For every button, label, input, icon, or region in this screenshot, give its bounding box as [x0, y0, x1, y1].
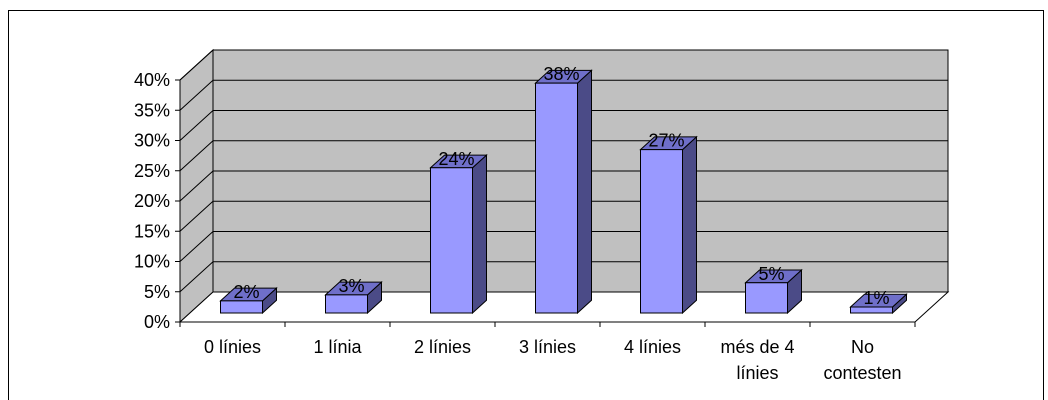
category-label: 0 línies	[204, 337, 261, 357]
bar-side	[472, 153, 487, 315]
gridline	[179, 49, 948, 81]
y-tick-label: 5%	[144, 282, 170, 302]
bar	[850, 306, 893, 314]
gridline	[179, 110, 948, 141]
axes	[175, 79, 916, 327]
bar	[745, 282, 788, 314]
gridline	[179, 140, 948, 172]
y-tick-label: 20%	[134, 191, 170, 211]
category-label: 3 línies	[519, 337, 576, 357]
data-label: 2%	[233, 282, 259, 302]
bar	[430, 167, 473, 314]
data-labels: 2% 3% 24% 38% 27% 5% 1%	[233, 64, 889, 308]
category-label: 1 línia	[313, 337, 362, 357]
bar	[535, 82, 578, 314]
gridlines	[179, 49, 948, 293]
gridline	[179, 79, 948, 111]
gridline	[179, 261, 948, 293]
y-tick-label: 0%	[144, 312, 170, 332]
y-tick-label: 35%	[134, 100, 170, 120]
chart-frame	[8, 10, 1044, 400]
bar	[220, 300, 263, 314]
y-tick-label: 10%	[134, 252, 170, 272]
bar-side	[682, 135, 697, 315]
y-tick-label: 40%	[134, 70, 170, 90]
gridline	[179, 170, 948, 202]
category-label: No	[851, 337, 874, 357]
gridline	[179, 200, 948, 232]
gridline	[179, 231, 948, 262]
category-label: contesten	[823, 363, 901, 383]
data-label: 24%	[438, 149, 474, 169]
category-label: línies	[736, 363, 778, 383]
data-label: 3%	[338, 276, 364, 296]
category-label: 2 línies	[414, 337, 471, 357]
y-tick-label: 25%	[134, 161, 170, 181]
data-label: 5%	[758, 264, 784, 284]
data-label: 27%	[648, 131, 684, 151]
y-tick-labels: 0% 5% 10% 15% 20% 25% 30% 35% 40%	[134, 70, 170, 332]
category-label: 4 línies	[624, 337, 681, 357]
category-label: més de 4	[720, 337, 794, 357]
y-tick-label: 15%	[134, 221, 170, 241]
bar-side	[577, 69, 592, 315]
y-tick-label: 30%	[134, 131, 170, 151]
bar	[640, 149, 683, 314]
bars	[219, 69, 908, 315]
data-label: 1%	[863, 288, 889, 308]
bar	[325, 294, 368, 314]
category-labels: 0 línies 1 línia 2 línies 3 línies 4 línies m…	[204, 337, 902, 383]
data-label: 38%	[543, 64, 579, 84]
